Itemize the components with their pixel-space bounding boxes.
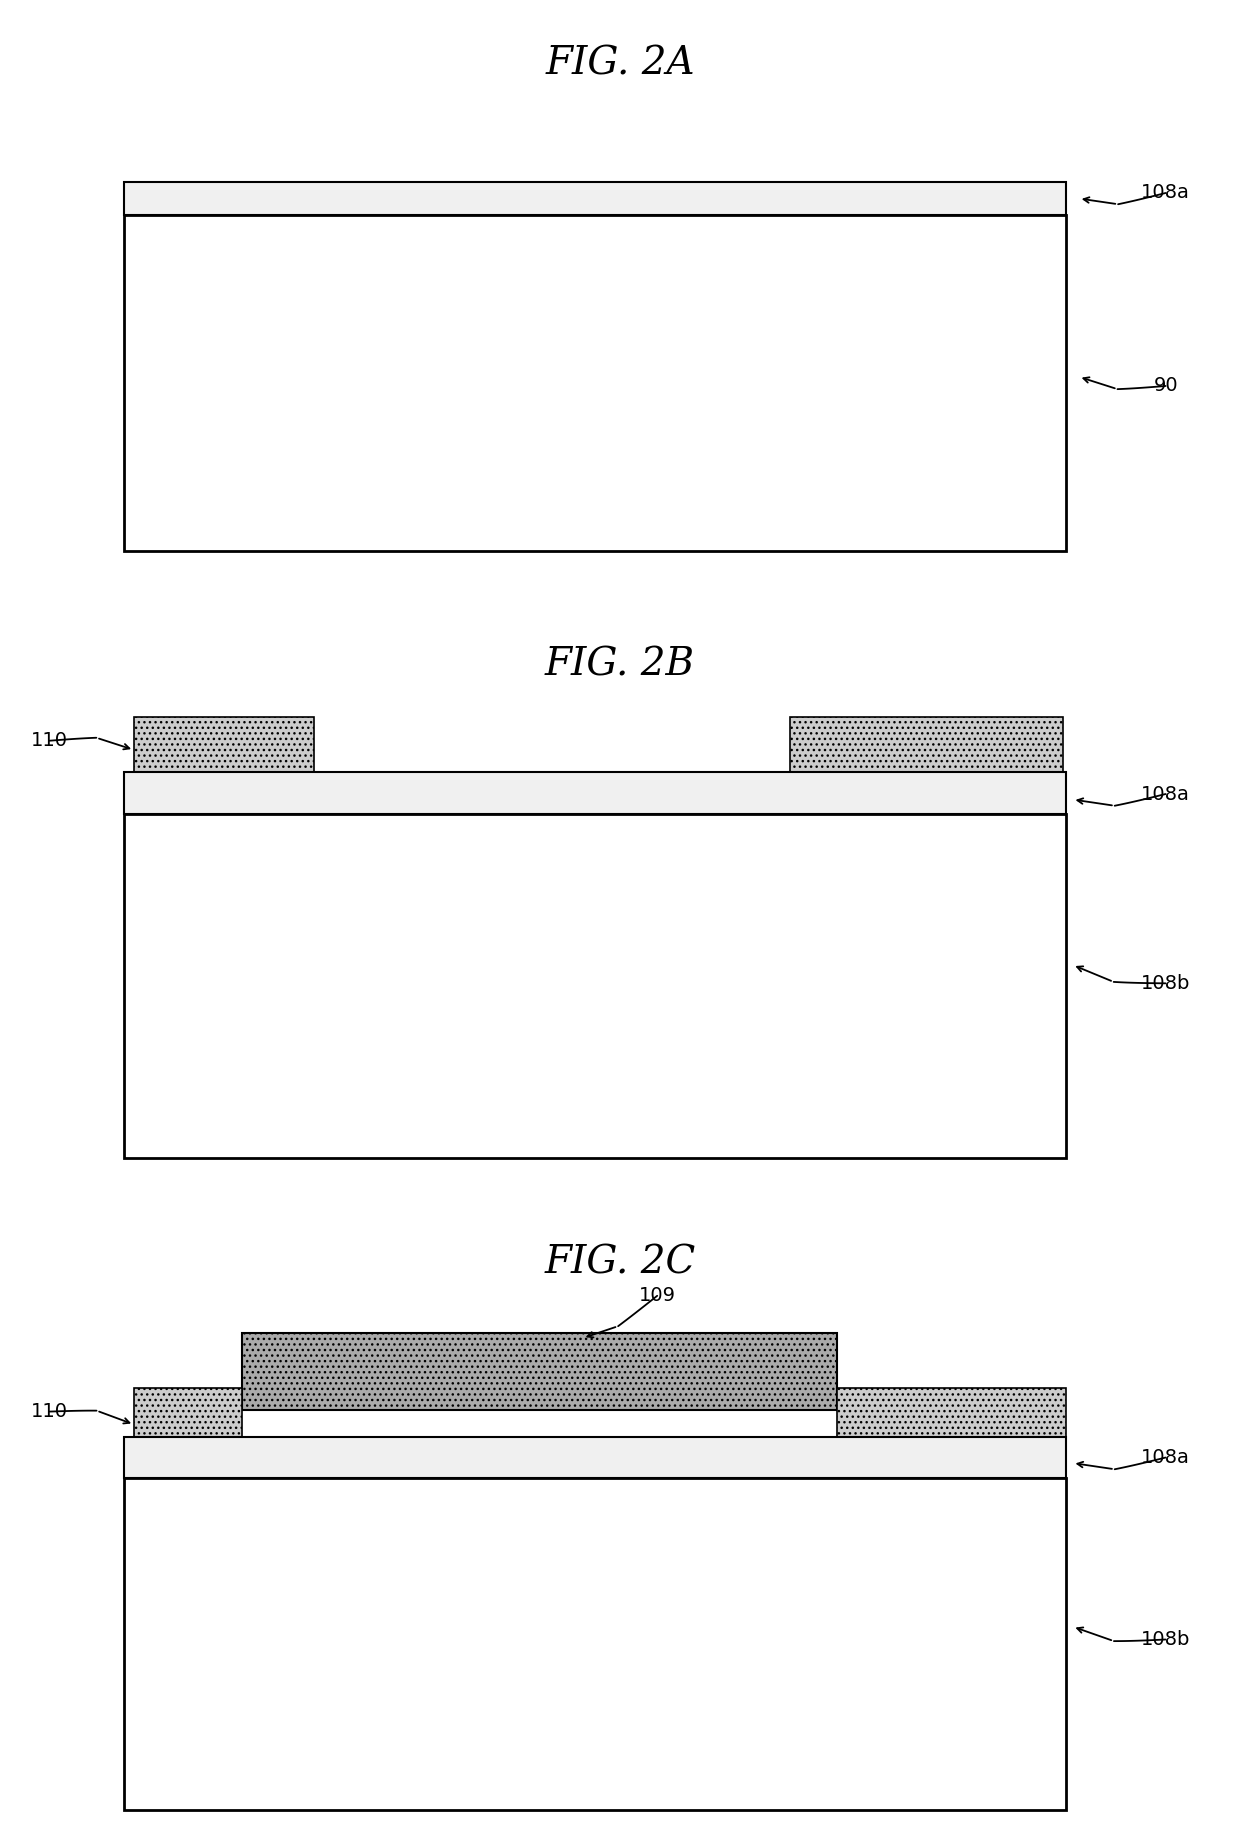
Text: 108a: 108a xyxy=(1141,184,1190,202)
Text: 108a: 108a xyxy=(1141,785,1190,803)
Text: 108b: 108b xyxy=(1141,1630,1190,1649)
Text: 110: 110 xyxy=(31,1402,68,1421)
Text: FIG. 2C: FIG. 2C xyxy=(544,1244,696,1281)
Bar xyxy=(134,1388,242,1437)
Bar xyxy=(124,1478,1066,1810)
Bar xyxy=(790,717,1063,772)
Bar xyxy=(124,772,1066,814)
Text: 110: 110 xyxy=(31,732,68,750)
Bar xyxy=(124,1437,1066,1478)
Bar xyxy=(134,717,314,772)
Text: 108b: 108b xyxy=(1141,974,1190,993)
Bar xyxy=(124,814,1066,1158)
Text: FIG. 2A: FIG. 2A xyxy=(546,46,694,83)
Text: 108a: 108a xyxy=(1141,1448,1190,1467)
Bar xyxy=(124,215,1066,551)
Bar xyxy=(124,182,1066,215)
Bar xyxy=(837,1388,1066,1437)
Text: FIG. 2B: FIG. 2B xyxy=(544,647,696,684)
Bar xyxy=(242,1333,837,1410)
Text: 109: 109 xyxy=(639,1287,676,1305)
Text: 90: 90 xyxy=(1153,377,1178,395)
